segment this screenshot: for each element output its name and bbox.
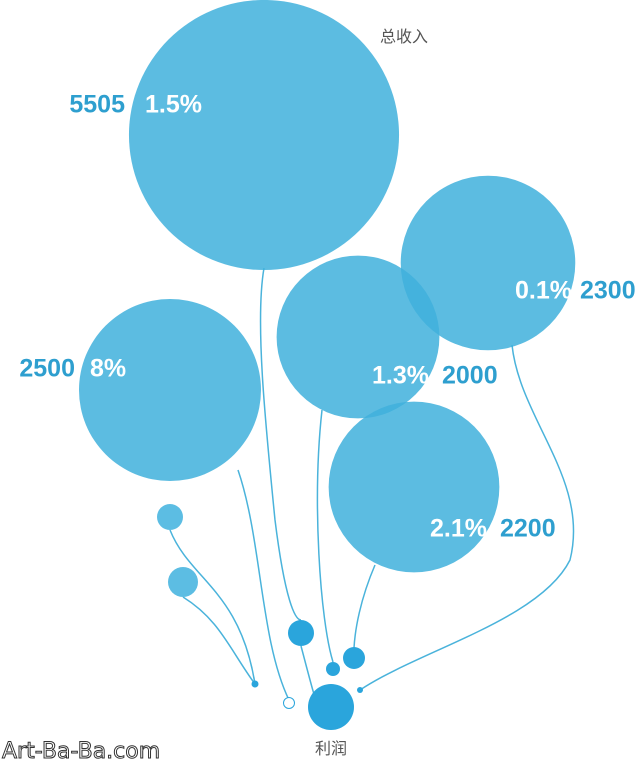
small-balloon — [308, 684, 354, 730]
top-label: 总收入 — [380, 28, 428, 46]
string — [237, 469, 290, 701]
share-label: 8% — [90, 355, 126, 383]
dot — [283, 697, 295, 709]
value-label: 2200 — [500, 515, 556, 543]
bubble — [328, 401, 500, 573]
bubble — [400, 175, 576, 351]
bubble — [129, 0, 399, 270]
value-label: 2000 — [442, 362, 498, 390]
watermark: Art-Ba-Ba.com — [2, 739, 160, 764]
bubble — [79, 299, 261, 481]
small-balloons — [157, 504, 365, 730]
small-balloon — [343, 647, 365, 669]
string — [259, 267, 302, 621]
string — [353, 564, 376, 649]
share-label: 1.5% — [145, 91, 202, 119]
small-balloon — [168, 567, 198, 597]
value-label: 5505 — [69, 91, 125, 119]
bubbles — [79, 0, 576, 573]
dot — [251, 680, 259, 688]
bubble — [276, 255, 440, 419]
value-label: 2300 — [580, 277, 636, 305]
small-balloon — [288, 620, 314, 646]
value-label: 2500 — [19, 355, 75, 383]
bottom-label: 利润 — [315, 740, 347, 758]
share-label: 2.1% — [430, 515, 487, 543]
strings — [169, 267, 575, 706]
dot — [357, 687, 363, 693]
small-balloon — [157, 504, 183, 530]
share-label: 1.3% — [372, 362, 429, 390]
string — [316, 409, 334, 663]
share-label: 0.1% — [515, 277, 572, 305]
string — [169, 529, 256, 685]
small-balloon — [326, 662, 340, 676]
string — [359, 344, 575, 691]
string — [182, 596, 256, 685]
